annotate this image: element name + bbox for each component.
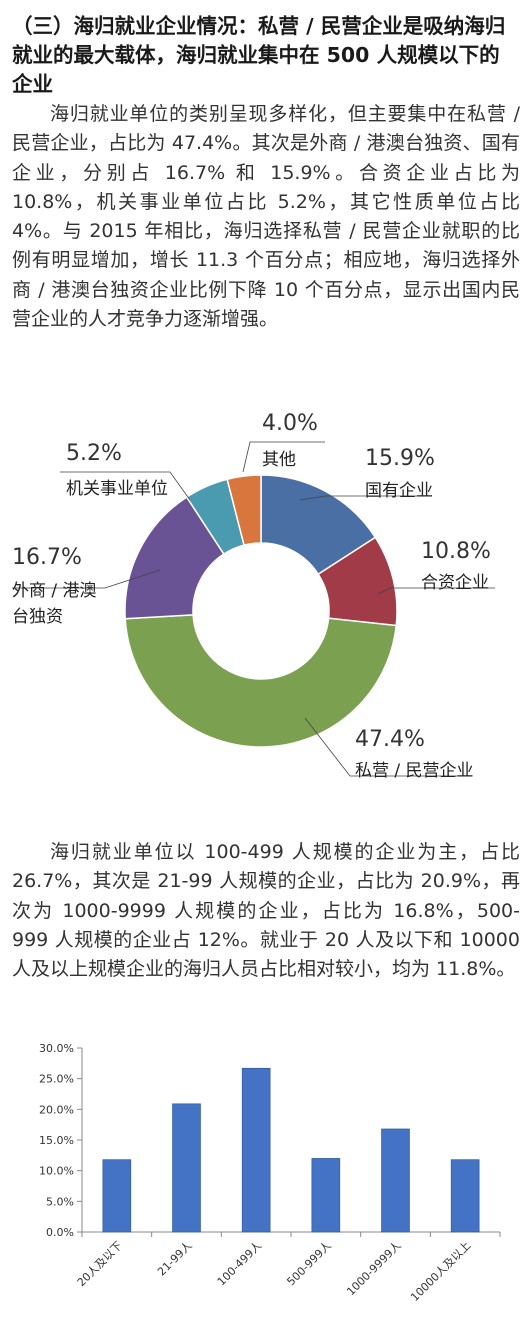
slice-value-label: 4.0% [262, 411, 318, 436]
slice-value-label: 16.7% [12, 545, 82, 570]
bar [450, 1159, 480, 1233]
leader-line [60, 471, 191, 501]
y-tick-label: 25.0% [39, 1073, 74, 1086]
bar [172, 1103, 201, 1233]
x-tick-label: 20人及以下 [75, 1239, 125, 1289]
y-tick-label: 20.0% [39, 1103, 74, 1116]
x-tick-label: 1000-9999人 [344, 1239, 403, 1298]
paragraph-org-size: 海归就业单位以 100-499 人规模的企业为主，占比 26.7%，其次是 21… [12, 841, 520, 981]
slice-value-label: 10.8% [421, 539, 491, 564]
slice-value-label: 15.9% [365, 446, 435, 471]
leader-line [299, 495, 430, 501]
bar [241, 1067, 271, 1233]
x-tick-label: 100-499人 [215, 1239, 264, 1288]
slice-value-label: 5.2% [66, 441, 122, 466]
slice-category-label: 外商 / 港澳 [12, 581, 97, 601]
x-tick-label: 21-99人 [155, 1239, 195, 1279]
slice-category-label: 台独资 [12, 607, 63, 627]
leader-line [12, 569, 161, 589]
y-tick-label: 5.0% [46, 1195, 74, 1208]
y-tick-label: 30.0% [39, 1042, 74, 1055]
x-tick-label: 10000人及以上 [408, 1239, 473, 1304]
slice-category-label: 国有企业 [365, 481, 433, 501]
leader-line [377, 587, 495, 595]
y-tick-label: 15.0% [39, 1134, 74, 1147]
slice-category-label: 合资企业 [421, 573, 489, 593]
bar [311, 1158, 341, 1233]
donut-slice [226, 474, 262, 547]
bar [102, 1159, 132, 1233]
paragraph-org-type: 海归就业单位的类别呈现多样化，但主要集中在私营 / 民营企业，占比为 47.4%… [12, 103, 520, 331]
donut-slice [124, 614, 398, 748]
y-tick-label: 10.0% [39, 1165, 74, 1178]
bar [381, 1128, 410, 1233]
leader-line [242, 441, 325, 473]
slice-category-label: 机关事业单位 [66, 479, 168, 499]
slice-value-label: 47.4% [355, 727, 425, 752]
slice-category-label: 其他 [262, 450, 296, 470]
leader-line [304, 717, 460, 777]
org-size-bar-chart: 0.0% 5.0% 10.0% 15.0% 20.0% 25.0% 30.0% 20人及以下 2… [39, 1042, 501, 1304]
org-type-donut-chart: 15.9% 国有企业 10.8% 合资企业 47.4% 私营 / 民营企业 16.7% 外商 … [12, 411, 495, 781]
slice-category-label: 私营 / 民营企业 [355, 761, 474, 781]
y-tick-label: 0.0% [46, 1226, 74, 1239]
x-tick-label: 500-999人 [284, 1239, 333, 1288]
section-heading: （三）海归就业企业情况：私营 / 民营企业是吸纳海归就业的最大载体，海归就业集中… [12, 14, 506, 96]
